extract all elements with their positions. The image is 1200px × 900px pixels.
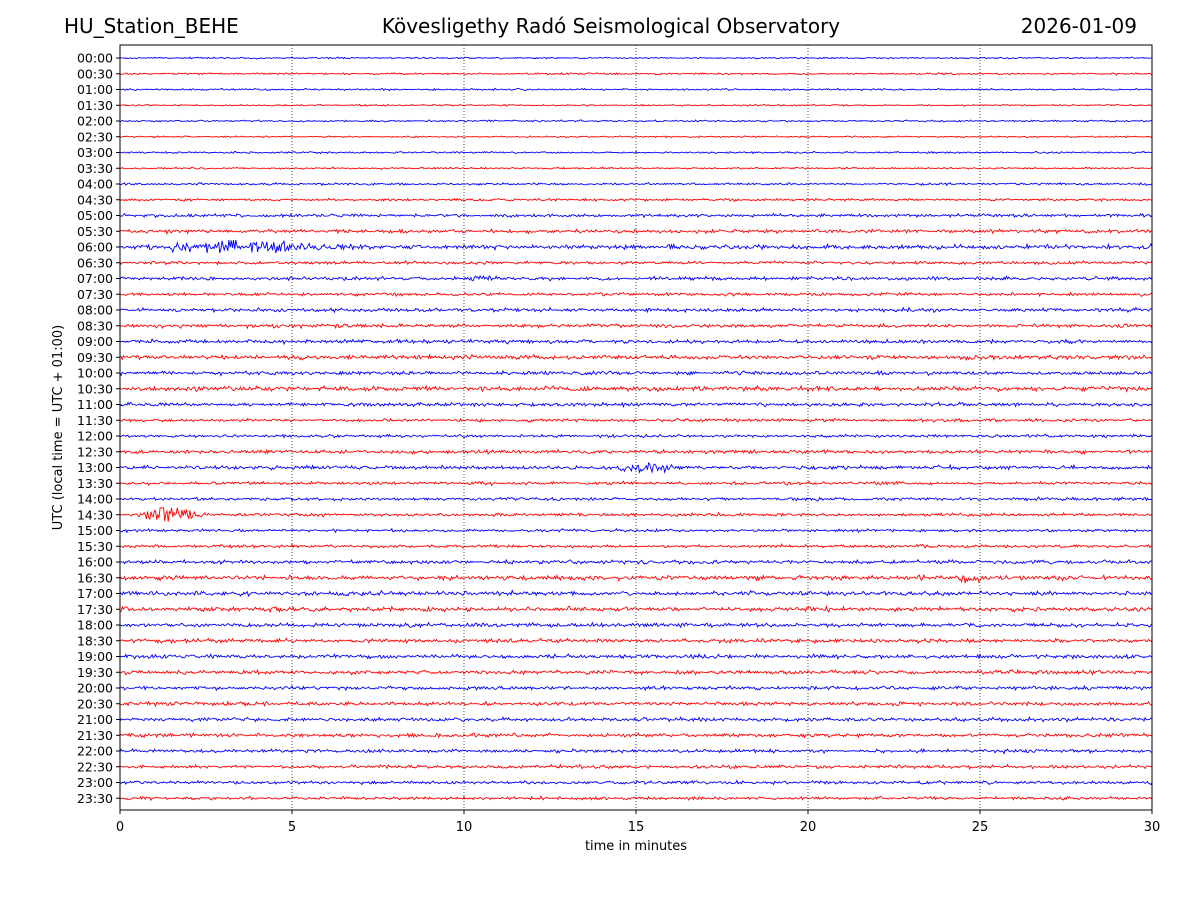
y-tick-label-2000: 20:00	[77, 681, 113, 696]
y-tick-label-1530: 15:30	[77, 539, 113, 554]
y-tick-label-1600: 16:00	[77, 555, 113, 570]
trace-1300	[119, 462, 1153, 474]
x-tick-label-0: 0	[116, 820, 124, 835]
y-tick-label-1800: 18:00	[77, 618, 113, 633]
y-tick-label-0800: 08:00	[77, 303, 113, 318]
y-tick-label-0330: 03:30	[77, 161, 113, 176]
trace-1230	[119, 448, 1153, 455]
y-tick-label-0500: 05:00	[77, 208, 113, 223]
y-tick-label-1630: 16:30	[77, 570, 113, 585]
y-tick-label-0600: 06:00	[77, 240, 113, 255]
trace-0030	[119, 72, 1153, 76]
trace-0630	[119, 260, 1153, 266]
station-name: HU_Station_BEHE	[64, 14, 239, 38]
y-tick-label-2330: 23:30	[77, 791, 113, 806]
trace-2230	[119, 763, 1153, 771]
observatory-title: Kövesligethy Radó Seismological Observat…	[381, 14, 841, 38]
trace-2000	[119, 684, 1153, 692]
y-tick-label-1230: 12:30	[77, 444, 113, 459]
y-tick-label-1030: 10:30	[77, 381, 113, 396]
y-tick-label-2200: 22:00	[77, 744, 113, 759]
y-tick-label-0000: 00:00	[77, 51, 113, 66]
trace-1530	[119, 543, 1153, 549]
y-tick-label-0530: 05:30	[77, 224, 113, 239]
trace-0800	[119, 306, 1153, 314]
trace-1100	[119, 401, 1153, 409]
y-tick-label-1300: 13:00	[77, 460, 113, 475]
y-tick-label-1330: 13:30	[77, 476, 113, 491]
y-tick-label-0030: 00:30	[77, 66, 113, 81]
y-tick-label-0700: 07:00	[77, 271, 113, 286]
trace-1400	[119, 496, 1153, 502]
y-tick-label-1100: 11:00	[77, 397, 113, 412]
record-date: 2026-01-09	[1020, 14, 1137, 38]
y-axis-label: UTC (local time = UTC + 01:00)	[51, 325, 66, 530]
trace-1800	[120, 621, 1153, 629]
y-tick-label-0130: 01:30	[77, 98, 113, 113]
trace-0300	[119, 150, 1153, 155]
y-tick-group: 00:0000:3001:0001:3002:0002:3003:0003:30…	[77, 51, 120, 806]
y-tick-label-1400: 14:00	[77, 492, 113, 507]
y-tick-label-1700: 17:00	[77, 586, 113, 601]
trace-2200	[119, 747, 1153, 755]
y-tick-label-0630: 06:30	[77, 255, 113, 270]
y-tick-label-1930: 19:30	[77, 665, 113, 680]
gridline-group	[291, 45, 981, 810]
trace-0400	[119, 181, 1153, 187]
trace-1000	[119, 369, 1153, 377]
y-tick-label-0730: 07:30	[77, 287, 113, 302]
x-tick-label-5: 5	[288, 820, 296, 835]
trace-2330	[119, 795, 1153, 802]
y-tick-label-0830: 08:30	[77, 318, 113, 333]
trace-0100	[119, 87, 1153, 92]
y-tick-label-2230: 22:30	[77, 759, 113, 774]
trace-0230	[119, 135, 1153, 139]
y-tick-label-0900: 09:00	[77, 334, 113, 349]
y-tick-label-1200: 12:00	[77, 429, 113, 444]
y-tick-label-0100: 01:00	[77, 82, 113, 97]
y-tick-label-1430: 14:30	[77, 507, 113, 522]
y-tick-label-0230: 02:30	[77, 129, 113, 144]
y-tick-label-0430: 04:30	[77, 192, 113, 207]
y-tick-label-1730: 17:30	[77, 602, 113, 617]
y-tick-label-0200: 02:00	[77, 114, 113, 129]
y-tick-label-0930: 09:30	[77, 350, 113, 365]
x-tick-group: 0 5 10 15 20 25 30	[116, 810, 1160, 835]
x-tick-label-10: 10	[456, 820, 473, 835]
y-tick-label-1500: 15:00	[77, 523, 113, 538]
x-tick-label-20: 20	[800, 820, 817, 835]
x-tick-label-15: 15	[628, 820, 645, 835]
y-tick-label-2130: 21:30	[77, 728, 113, 743]
y-tick-label-1900: 19:00	[77, 649, 113, 664]
y-tick-label-2100: 21:00	[77, 712, 113, 727]
y-tick-label-1130: 11:30	[77, 413, 113, 428]
y-tick-label-0300: 03:00	[77, 145, 113, 160]
trace-0900	[119, 337, 1153, 346]
x-axis-label: time in minutes	[585, 839, 687, 854]
x-tick-label-30: 30	[1144, 820, 1161, 835]
y-tick-label-1000: 10:00	[77, 366, 113, 381]
y-tick-label-2030: 20:30	[77, 696, 113, 711]
y-tick-label-0400: 04:00	[77, 177, 113, 192]
y-tick-label-1830: 18:30	[77, 633, 113, 648]
y-tick-label-2300: 23:00	[77, 775, 113, 790]
trace-1830	[119, 637, 1153, 645]
x-tick-label-25: 25	[972, 820, 989, 835]
